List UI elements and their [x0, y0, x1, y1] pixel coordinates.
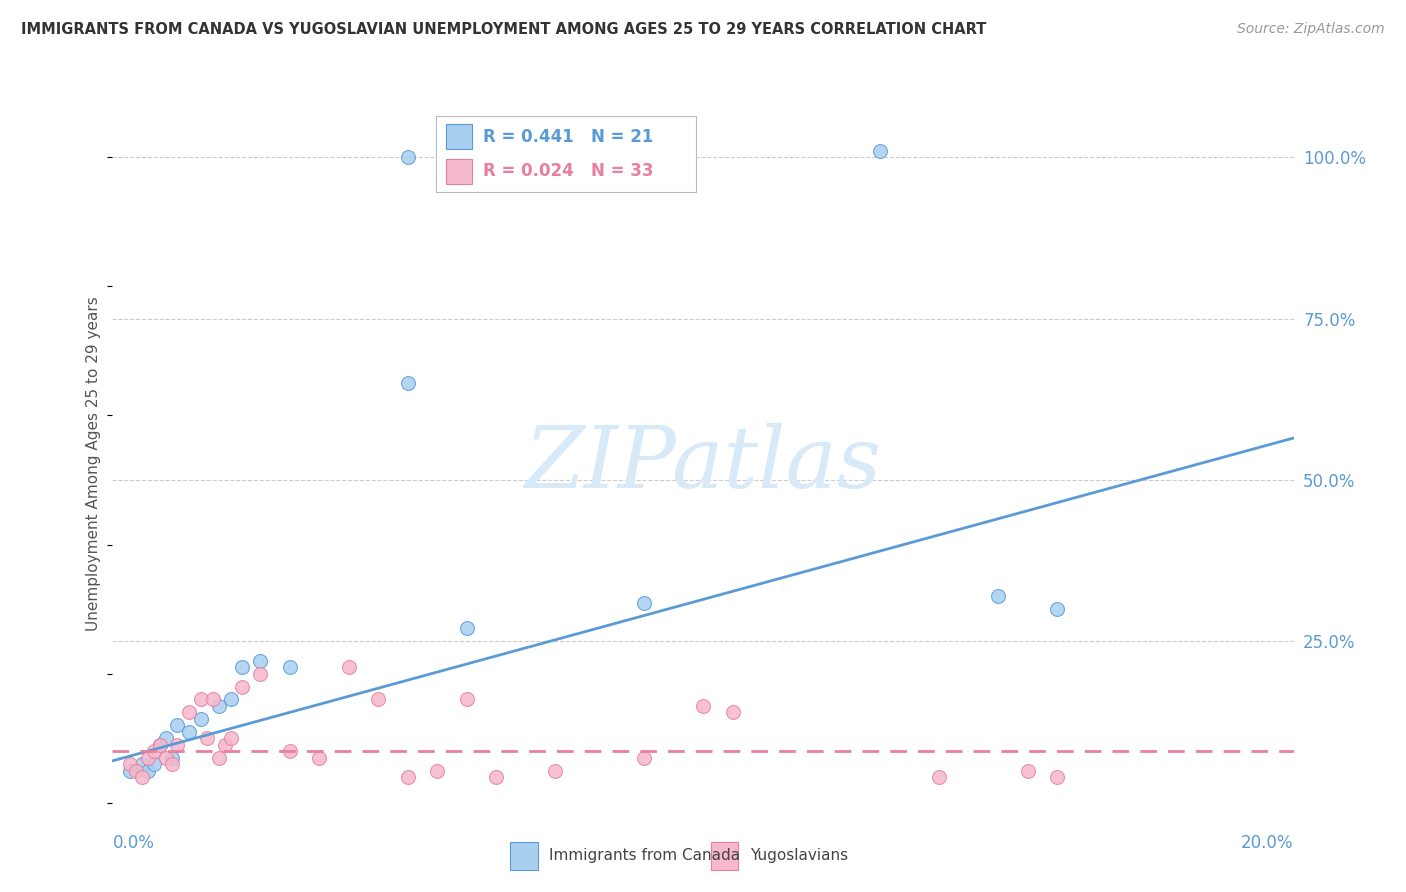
Point	[337, 660, 360, 674]
Point	[160, 757, 183, 772]
Point	[179, 724, 201, 739]
Point	[208, 750, 231, 764]
Point	[142, 757, 165, 772]
Point	[721, 706, 744, 720]
Point	[149, 738, 172, 752]
Point	[136, 764, 159, 778]
Point	[396, 376, 419, 391]
Text: ZIPatlas: ZIPatlas	[524, 423, 882, 505]
Point	[692, 698, 714, 713]
FancyBboxPatch shape	[711, 842, 738, 870]
Point	[190, 712, 212, 726]
Point	[231, 680, 253, 694]
Point	[155, 750, 177, 764]
Point	[396, 770, 419, 784]
Point	[1046, 602, 1069, 616]
Point	[278, 660, 301, 674]
Point	[396, 150, 419, 164]
Point	[249, 666, 271, 681]
Point	[142, 744, 165, 758]
FancyBboxPatch shape	[510, 842, 537, 870]
Point	[426, 764, 449, 778]
Point	[278, 744, 301, 758]
Point	[160, 750, 183, 764]
Point	[544, 764, 567, 778]
Point	[456, 622, 478, 636]
Point	[131, 770, 153, 784]
Point	[125, 764, 148, 778]
Point	[485, 770, 508, 784]
Text: 0.0%: 0.0%	[112, 834, 155, 852]
Text: Source: ZipAtlas.com: Source: ZipAtlas.com	[1237, 22, 1385, 37]
Point	[120, 757, 142, 772]
Point	[214, 738, 236, 752]
Point	[136, 750, 159, 764]
Text: R = 0.441   N = 21: R = 0.441 N = 21	[482, 128, 652, 146]
Text: 20.0%: 20.0%	[1241, 834, 1294, 852]
Point	[869, 144, 891, 158]
Text: Immigrants from Canada: Immigrants from Canada	[550, 848, 741, 863]
Point	[1046, 770, 1069, 784]
Point	[367, 692, 389, 706]
Point	[195, 731, 218, 746]
Point	[120, 764, 142, 778]
Point	[928, 770, 950, 784]
Text: Yugoslavians: Yugoslavians	[751, 848, 848, 863]
Point	[987, 589, 1010, 603]
Point	[149, 738, 172, 752]
Text: R = 0.024   N = 33: R = 0.024 N = 33	[482, 162, 654, 180]
Point	[208, 698, 231, 713]
Point	[633, 750, 655, 764]
Point	[633, 596, 655, 610]
Point	[166, 718, 188, 732]
Point	[1017, 764, 1039, 778]
Y-axis label: Unemployment Among Ages 25 to 29 years: Unemployment Among Ages 25 to 29 years	[86, 296, 101, 632]
FancyBboxPatch shape	[446, 159, 472, 185]
Point	[219, 731, 242, 746]
Point	[155, 731, 177, 746]
Point	[131, 757, 153, 772]
Text: IMMIGRANTS FROM CANADA VS YUGOSLAVIAN UNEMPLOYMENT AMONG AGES 25 TO 29 YEARS COR: IMMIGRANTS FROM CANADA VS YUGOSLAVIAN UN…	[21, 22, 987, 37]
Point	[179, 706, 201, 720]
Point	[219, 692, 242, 706]
Point	[190, 692, 212, 706]
Point	[201, 692, 224, 706]
Point	[166, 738, 188, 752]
Point	[231, 660, 253, 674]
Point	[308, 750, 330, 764]
Point	[633, 150, 655, 164]
FancyBboxPatch shape	[446, 124, 472, 149]
Point	[456, 692, 478, 706]
Point	[249, 654, 271, 668]
